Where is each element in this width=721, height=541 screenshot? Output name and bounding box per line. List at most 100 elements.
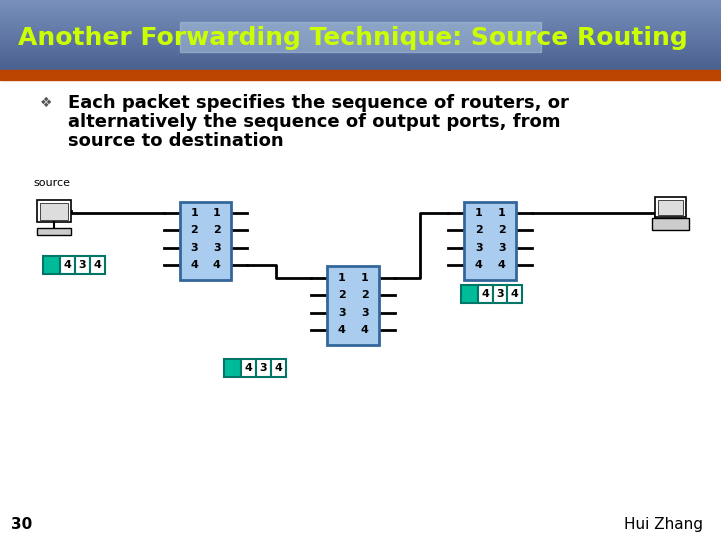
Bar	[0, 61, 721, 62]
Bar	[0, 29, 721, 30]
Text: 1: 1	[475, 208, 483, 218]
Bar	[0, 57, 721, 58]
Bar	[0, 1, 721, 2]
Text: 3: 3	[498, 243, 505, 253]
Bar	[0, 33, 721, 34]
Text: 2: 2	[190, 225, 198, 235]
Bar	[90, 256, 105, 274]
Text: 3: 3	[190, 243, 198, 253]
Bar	[0, 34, 721, 35]
Bar	[327, 267, 379, 345]
Bar	[40, 203, 68, 220]
Bar	[0, 64, 721, 65]
Text: 4: 4	[497, 260, 505, 270]
Bar	[180, 22, 541, 52]
Bar	[0, 41, 721, 42]
Bar	[0, 22, 721, 23]
Text: source to destination: source to destination	[68, 131, 284, 150]
Bar	[0, 50, 721, 51]
Bar	[658, 200, 683, 215]
Bar	[0, 7, 721, 8]
Text: 4: 4	[93, 260, 101, 270]
Bar	[0, 5, 721, 6]
Bar	[43, 256, 61, 274]
Bar	[0, 49, 721, 50]
Bar	[0, 56, 721, 57]
Bar	[0, 68, 721, 69]
Bar	[0, 54, 721, 55]
Bar	[61, 256, 75, 274]
Text: 1: 1	[497, 208, 505, 218]
Bar	[655, 197, 686, 217]
Bar	[0, 40, 721, 41]
Bar	[0, 36, 721, 37]
Bar	[0, 26, 721, 27]
Bar	[0, 62, 721, 63]
Bar	[0, 67, 721, 68]
Text: 4: 4	[245, 362, 252, 373]
Text: Hui Zhang: Hui Zhang	[624, 517, 703, 532]
Bar	[180, 201, 231, 280]
Bar	[0, 65, 721, 67]
Bar	[0, 24, 721, 26]
Bar	[0, 11, 721, 12]
Text: ❖: ❖	[40, 96, 52, 110]
Bar	[0, 17, 721, 19]
Bar	[0, 63, 721, 64]
Text: 3: 3	[213, 243, 221, 253]
Bar	[478, 285, 492, 302]
Bar	[0, 58, 721, 60]
Text: alternatively the sequence of output ports, from: alternatively the sequence of output por…	[68, 113, 561, 131]
Text: 4: 4	[213, 260, 221, 270]
Bar	[0, 27, 721, 28]
Text: 3: 3	[361, 308, 368, 318]
Text: 2: 2	[475, 225, 483, 235]
Bar	[0, 0, 721, 1]
Bar	[37, 200, 71, 222]
Text: source: source	[34, 178, 71, 188]
Bar	[0, 55, 721, 56]
Bar	[37, 228, 71, 235]
Text: 4: 4	[475, 260, 483, 270]
Text: 1: 1	[360, 273, 368, 283]
Bar	[0, 19, 721, 20]
Bar	[461, 285, 478, 302]
Bar	[0, 48, 721, 49]
Bar	[652, 218, 689, 230]
Bar	[0, 21, 721, 22]
Bar	[0, 16, 721, 17]
Bar	[0, 15, 721, 16]
Text: Each packet specifies the sequence of routers, or: Each packet specifies the sequence of ro…	[68, 94, 570, 112]
Text: 4: 4	[274, 362, 282, 373]
Bar	[0, 20, 721, 21]
Bar	[0, 42, 721, 43]
Text: 3: 3	[338, 308, 345, 318]
Text: 3: 3	[496, 288, 504, 299]
Bar	[0, 69, 721, 70]
Text: 4: 4	[482, 288, 489, 299]
Text: 2: 2	[360, 290, 368, 300]
Bar	[0, 9, 721, 10]
Bar	[242, 359, 256, 377]
Text: 4: 4	[64, 260, 71, 270]
Bar	[0, 43, 721, 44]
Bar	[0, 35, 721, 36]
Bar	[0, 70, 721, 80]
Bar	[0, 13, 721, 14]
Bar	[0, 44, 721, 46]
Bar	[492, 285, 508, 302]
Text: 3: 3	[79, 260, 87, 270]
Text: 1: 1	[338, 273, 346, 283]
Bar	[0, 47, 721, 48]
Bar	[0, 30, 721, 31]
Bar	[0, 8, 721, 9]
Bar	[0, 37, 721, 39]
Text: 2: 2	[497, 225, 505, 235]
Bar	[0, 60, 721, 61]
Text: 4: 4	[190, 260, 198, 270]
Bar	[508, 285, 522, 302]
Text: 4: 4	[338, 325, 346, 335]
Bar	[0, 23, 721, 24]
Text: 30: 30	[11, 517, 32, 532]
Bar	[0, 31, 721, 33]
